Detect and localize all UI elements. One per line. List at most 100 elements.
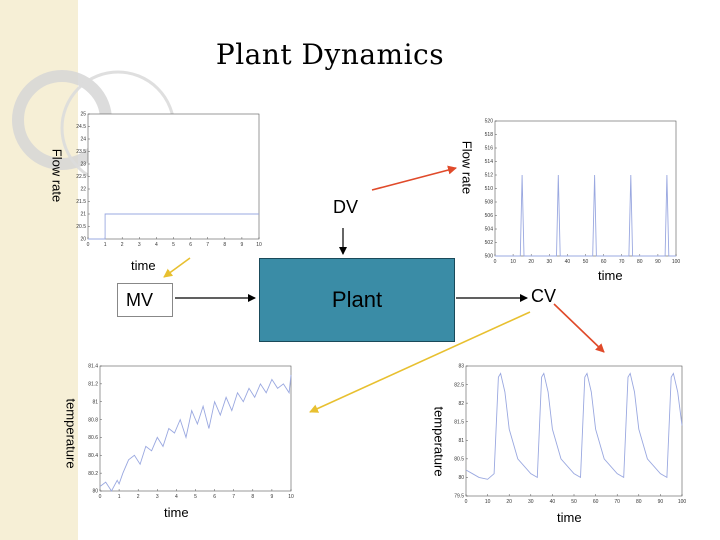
x-tick-label: 10 — [256, 242, 262, 248]
x-tick-label: 70 — [619, 259, 625, 265]
y-tick-label: 21.5 — [76, 199, 86, 205]
x-tick-label: 60 — [601, 259, 607, 265]
plot-frame — [87, 113, 260, 240]
x-tick-label: 90 — [655, 259, 661, 265]
x-tick-label: 30 — [528, 499, 534, 505]
y-tick-label: 22 — [80, 187, 86, 193]
series-line — [99, 374, 292, 492]
y-tick-label: 512 — [485, 173, 494, 179]
page-title: Plant Dynamics — [215, 38, 445, 71]
y-tick-label: 83 — [458, 364, 464, 370]
y-tick-label: 80.2 — [88, 471, 98, 477]
x-tick-label: 0 — [99, 494, 102, 500]
x-tick-label: 5 — [172, 242, 175, 248]
x-tick-label: 20 — [528, 259, 534, 265]
series-line — [465, 372, 683, 480]
x-tick-label: 20 — [506, 499, 512, 505]
y-tick-label: 21 — [80, 212, 86, 218]
y-tick-label: 81 — [458, 438, 464, 444]
series-line — [88, 213, 259, 240]
x-tick-label: 50 — [571, 499, 577, 505]
y-tick-label: 82 — [458, 401, 464, 407]
x-tick-label: 2 — [137, 494, 140, 500]
y-tick-label: 20.5 — [76, 224, 86, 230]
x-tick-label: 0 — [87, 242, 90, 248]
y-tick-label: 20 — [80, 237, 86, 243]
y-tick-label: 80.5 — [454, 457, 464, 463]
x-tick-label: 2 — [121, 242, 124, 248]
x-tick-label: 10 — [485, 499, 491, 505]
x-tick-label: 0 — [465, 499, 468, 505]
y-tick-label: 80 — [92, 489, 98, 495]
x-tick-label: 40 — [550, 499, 556, 505]
mv-temperature-plot: 0 1 2 3 4 5 6 7 8 9 10 80 80.2 80.4 80.6 80.8 81 81.2 81.4 — [88, 364, 294, 500]
series-line — [495, 174, 676, 257]
y-tick-label: 506 — [485, 213, 494, 219]
x-tick-label: 100 — [678, 499, 687, 505]
x-tick-label: 40 — [565, 259, 571, 265]
x-tick-label: 70 — [614, 499, 620, 505]
y-tick-label: 500 — [485, 254, 494, 260]
plot-frame — [494, 120, 677, 257]
y-tick-label: 80 — [458, 475, 464, 481]
y-tick-label: 502 — [485, 240, 494, 246]
x-tick-label: 5 — [194, 494, 197, 500]
y-tick-label: 24.5 — [76, 124, 86, 130]
x-tick-label: 8 — [223, 242, 226, 248]
y-tick-label: 80.6 — [88, 435, 98, 441]
x-tick-label: 10 — [288, 494, 294, 500]
x-tick-label: 0 — [494, 259, 497, 265]
y-tick-label: 22.5 — [76, 174, 86, 180]
time-label-cv-temperature: time — [557, 510, 582, 525]
x-tick-label: 100 — [672, 259, 681, 265]
y-tick-label: 81 — [92, 399, 98, 405]
x-tick-label: 3 — [138, 242, 141, 248]
y-tick-label: 81.4 — [88, 364, 98, 370]
left-decorative-band — [0, 0, 78, 540]
y-tick-label: 81.2 — [88, 382, 98, 388]
y-tick-label: 518 — [485, 132, 494, 138]
y-tick-label: 508 — [485, 200, 494, 206]
mv-label: MV — [126, 290, 153, 310]
plot-frame — [465, 365, 683, 497]
time-label-dv-flow: time — [598, 268, 623, 283]
y-tick-label: 516 — [485, 146, 494, 152]
cv-temperature-red-arrow — [553, 303, 605, 353]
x-tick-label: 4 — [155, 242, 158, 248]
x-tick-label: 80 — [636, 499, 642, 505]
x-tick-label: 30 — [547, 259, 553, 265]
x-tick-label: 6 — [189, 242, 192, 248]
mv-box — [117, 283, 173, 317]
y-tick-label: 504 — [485, 227, 494, 233]
x-tick-label: 1 — [118, 494, 121, 500]
x-tick-label: 10 — [510, 259, 516, 265]
plant-block: Plant — [259, 258, 455, 342]
y-tick-label: 514 — [485, 159, 494, 165]
cv-temperature-plot: 0 10 20 30 40 50 60 70 80 90 100 79.5 80 80.5 81 81.5 82… — [454, 364, 687, 505]
y-tick-label: 82.5 — [454, 382, 464, 388]
y-tick-label: 510 — [485, 186, 494, 192]
x-tick-label: 4 — [175, 494, 178, 500]
time-label-mv-flow: time — [131, 258, 156, 273]
y-tick-label: 23 — [80, 162, 86, 168]
mv-temperature-yellow-arrow — [309, 311, 531, 413]
mv-flow-rate-plot: 0 1 2 3 4 5 6 7 8 9 102020.52121.52222.52323.52424… — [76, 112, 262, 248]
x-tick-label: 6 — [213, 494, 216, 500]
time-label-mv-temperature: time — [164, 505, 189, 520]
y-tick-label: 80.8 — [88, 417, 98, 423]
y-tick-label: 24 — [80, 137, 86, 143]
x-tick-label: 1 — [104, 242, 107, 248]
x-tick-label: 8 — [251, 494, 254, 500]
y-tick-label: 25 — [80, 112, 86, 118]
x-tick-label: 9 — [271, 494, 274, 500]
dv-flow-rate-plot: 0 10 20 30 40 50 60 70 80 90 100 500 502 504 506 508 510… — [485, 119, 681, 265]
y-tick-label: 81.5 — [454, 419, 464, 425]
x-tick-label: 50 — [583, 259, 589, 265]
x-tick-label: 90 — [658, 499, 664, 505]
x-tick-label: 7 — [206, 242, 209, 248]
y-tick-label: 79.5 — [454, 494, 464, 500]
dv-label: DV — [333, 197, 359, 217]
x-tick-label: 7 — [232, 494, 235, 500]
plant-label: Plant — [331, 287, 383, 312]
